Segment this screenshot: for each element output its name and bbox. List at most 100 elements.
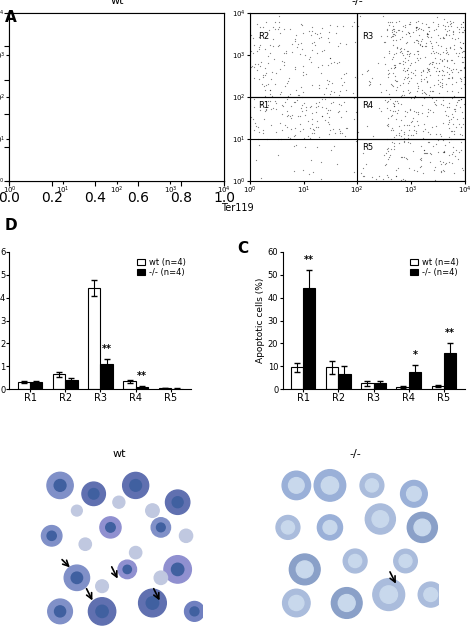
Legend: wt (n=4), -/- (n=4): wt (n=4), -/- (n=4)	[409, 256, 460, 279]
Point	[276, 64, 283, 74]
Point	[177, 42, 184, 53]
Circle shape	[96, 580, 109, 592]
Point	[188, 29, 195, 40]
Point	[142, 41, 149, 51]
Point	[455, 147, 463, 157]
Point	[122, 159, 129, 169]
Text: R3: R3	[363, 31, 374, 41]
Point	[145, 23, 152, 33]
Point	[334, 107, 342, 117]
Point	[434, 71, 441, 81]
Point	[170, 30, 178, 40]
Point	[413, 116, 421, 126]
Point	[20, 117, 28, 127]
Circle shape	[172, 563, 184, 576]
Point	[87, 38, 95, 49]
Point	[428, 31, 435, 42]
Point	[410, 26, 417, 37]
Point	[91, 158, 99, 168]
Point	[271, 17, 278, 27]
Point	[363, 121, 371, 131]
Point	[150, 158, 158, 169]
Point	[406, 19, 414, 29]
Point	[181, 147, 189, 158]
Point	[102, 96, 109, 106]
Point	[217, 81, 225, 91]
Point	[300, 124, 307, 134]
Point	[149, 74, 156, 84]
Point	[447, 114, 455, 124]
Point	[9, 112, 17, 122]
Point	[26, 126, 34, 137]
Point	[305, 169, 312, 179]
Point	[420, 145, 428, 155]
Point	[292, 29, 300, 40]
Point	[146, 145, 153, 155]
Point	[439, 95, 447, 105]
Point	[161, 148, 168, 158]
Point	[80, 96, 87, 106]
Point	[384, 121, 392, 131]
Point	[389, 28, 397, 38]
Point	[460, 113, 467, 123]
Point	[31, 85, 38, 95]
Point	[285, 110, 292, 121]
Point	[262, 90, 269, 101]
Point	[13, 24, 20, 34]
Point	[447, 64, 455, 74]
Point	[450, 58, 457, 69]
Point	[62, 103, 70, 113]
Point	[404, 63, 411, 74]
Point	[155, 151, 162, 161]
Point	[419, 168, 427, 178]
Point	[298, 103, 305, 113]
Point	[210, 112, 218, 122]
Point	[219, 111, 227, 121]
Point	[213, 66, 220, 76]
Point	[442, 30, 449, 40]
Point	[187, 59, 194, 69]
Circle shape	[123, 565, 131, 574]
Point	[324, 33, 332, 43]
Point	[201, 90, 208, 100]
Point	[45, 100, 52, 110]
Circle shape	[365, 504, 395, 534]
Point	[264, 79, 272, 89]
Point	[423, 148, 430, 158]
Point	[326, 53, 334, 63]
Point	[56, 129, 64, 139]
Text: **: **	[304, 254, 314, 265]
Point	[165, 45, 173, 55]
Point	[163, 120, 171, 130]
Point	[10, 71, 18, 81]
Circle shape	[283, 589, 310, 617]
Point	[207, 133, 214, 144]
Point	[170, 38, 177, 49]
Point	[35, 25, 43, 35]
Bar	[357, 139, 465, 181]
Point	[264, 96, 272, 106]
Point	[315, 122, 322, 133]
Point	[389, 52, 397, 62]
Point	[419, 66, 427, 76]
Point	[457, 74, 465, 84]
Point	[219, 126, 227, 136]
Point	[439, 100, 447, 110]
Point	[416, 39, 423, 49]
Point	[77, 162, 85, 172]
Point	[32, 27, 39, 37]
Bar	[53, 374, 65, 389]
Point	[204, 174, 211, 185]
Point	[19, 72, 27, 83]
Point	[159, 147, 166, 157]
Point	[35, 41, 43, 51]
Point	[261, 63, 269, 73]
Point	[287, 113, 295, 123]
Point	[215, 101, 223, 111]
Point	[202, 67, 210, 78]
Point	[391, 106, 399, 116]
Circle shape	[106, 522, 115, 532]
Point	[118, 102, 125, 112]
Point	[37, 142, 45, 152]
Point	[92, 90, 100, 101]
